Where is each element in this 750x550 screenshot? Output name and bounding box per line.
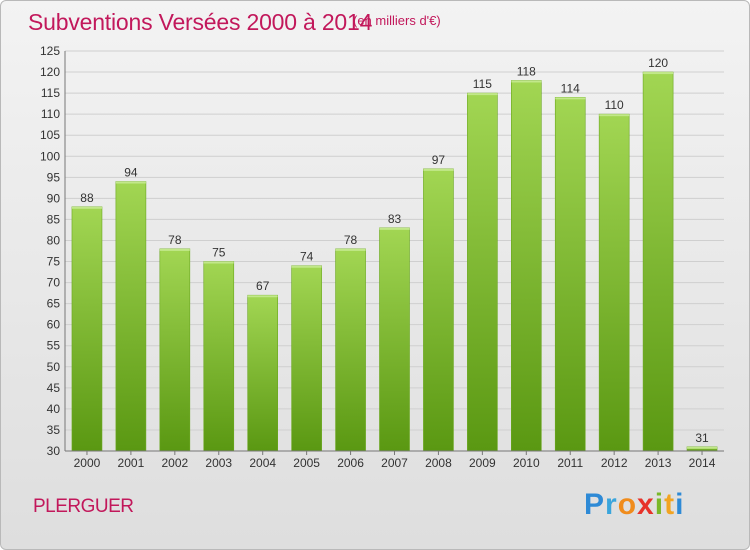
- y-tick-label: 95: [47, 170, 61, 184]
- bar-highlight: [687, 446, 718, 449]
- bar-highlight: [599, 114, 630, 117]
- bar-highlight: [335, 248, 366, 251]
- bar-highlight: [71, 206, 102, 209]
- chart-subtitle: (en milliers d'€): [353, 13, 441, 28]
- bar-highlight: [423, 168, 454, 171]
- data-label: 110: [605, 98, 624, 112]
- y-tick-label: 60: [47, 318, 61, 332]
- bar: [554, 97, 586, 452]
- y-tick-label: 45: [47, 381, 61, 395]
- data-label: 88: [80, 191, 94, 205]
- x-tick-label: 2012: [601, 456, 628, 470]
- bar: [203, 261, 235, 452]
- bar-highlight: [159, 248, 190, 251]
- bar: [291, 265, 322, 452]
- x-tick-label: 2003: [205, 456, 232, 470]
- x-tick-label: 2006: [337, 456, 364, 470]
- y-tick-label: 75: [47, 255, 61, 269]
- bar-highlight: [511, 80, 542, 83]
- y-tick-label: 65: [47, 297, 61, 311]
- data-label: 120: [648, 56, 668, 70]
- x-tick-label: 2001: [118, 456, 145, 470]
- bars: 88 94 78 75 67 74 78 83 97 115 118 114 110 120 31: [71, 56, 718, 452]
- bar-highlight: [115, 181, 146, 184]
- x-tick-label: 2007: [381, 456, 408, 470]
- x-tick-label: 2002: [161, 456, 188, 470]
- data-label: 94: [124, 166, 138, 180]
- x-tick-label: 2011: [557, 456, 583, 470]
- x-tick-label: 2000: [74, 456, 101, 470]
- y-tick-label: 110: [41, 107, 60, 121]
- chart-title: Subventions Versées 2000 à 2014: [28, 9, 373, 35]
- data-label: 83: [388, 212, 402, 226]
- x-tick-label: 2010: [513, 456, 540, 470]
- y-tick-label: 100: [40, 149, 60, 163]
- bar-highlight: [379, 227, 410, 230]
- bar: [467, 92, 498, 452]
- bar: [159, 248, 191, 452]
- y-tick-label: 30: [47, 444, 61, 458]
- x-tick-label: 2009: [469, 456, 496, 470]
- bar: [510, 80, 542, 452]
- bar: [71, 206, 103, 452]
- x-tick-label: 2008: [425, 456, 452, 470]
- place-name: PLERGUER: [33, 496, 134, 517]
- bar-highlight: [555, 97, 586, 100]
- data-label: 97: [432, 153, 446, 167]
- x-tick-label: 2014: [689, 456, 716, 470]
- data-label: 67: [256, 279, 270, 293]
- data-label: 74: [300, 250, 314, 264]
- y-tick-label: 55: [47, 339, 61, 353]
- y-tick-label: 85: [47, 212, 61, 226]
- bar-highlight: [467, 93, 498, 96]
- bar-highlight: [291, 265, 322, 268]
- axes: 30 35 40 45 50 55 60 65 70 75 80 85 90 95 100 105 110 115…: [40, 44, 724, 470]
- proxiti-logo: Proxiti: [584, 488, 685, 521]
- bar: [247, 294, 278, 452]
- x-tick-label: 2004: [249, 456, 276, 470]
- x-tick-label: 2013: [645, 456, 672, 470]
- bar: [642, 71, 674, 452]
- data-label: 78: [344, 233, 358, 247]
- y-tick-label: 120: [40, 65, 60, 79]
- y-tick-label: 35: [47, 423, 61, 437]
- data-label: 114: [561, 81, 580, 95]
- bar: [335, 248, 366, 452]
- bar-highlight: [203, 261, 234, 264]
- bar: [598, 113, 630, 452]
- bar-highlight: [643, 72, 674, 75]
- data-label: 115: [473, 77, 492, 91]
- y-tick-label: 115: [41, 86, 60, 100]
- y-tick-label: 90: [47, 191, 61, 205]
- data-label: 31: [695, 431, 709, 445]
- bar: [379, 227, 410, 452]
- bar: [115, 181, 147, 452]
- y-tick-label: 80: [47, 233, 61, 247]
- y-tick-label: 50: [47, 360, 61, 374]
- bar: [423, 168, 454, 452]
- data-label: 118: [517, 64, 536, 78]
- bar-highlight: [247, 295, 278, 298]
- x-tick-label: 2005: [293, 456, 320, 470]
- y-tick-label: 125: [40, 44, 60, 58]
- y-tick-label: 70: [47, 276, 61, 290]
- y-tick-label: 40: [47, 402, 61, 416]
- data-label: 78: [168, 233, 182, 247]
- data-label: 75: [212, 246, 226, 260]
- y-tick-label: 105: [40, 128, 60, 142]
